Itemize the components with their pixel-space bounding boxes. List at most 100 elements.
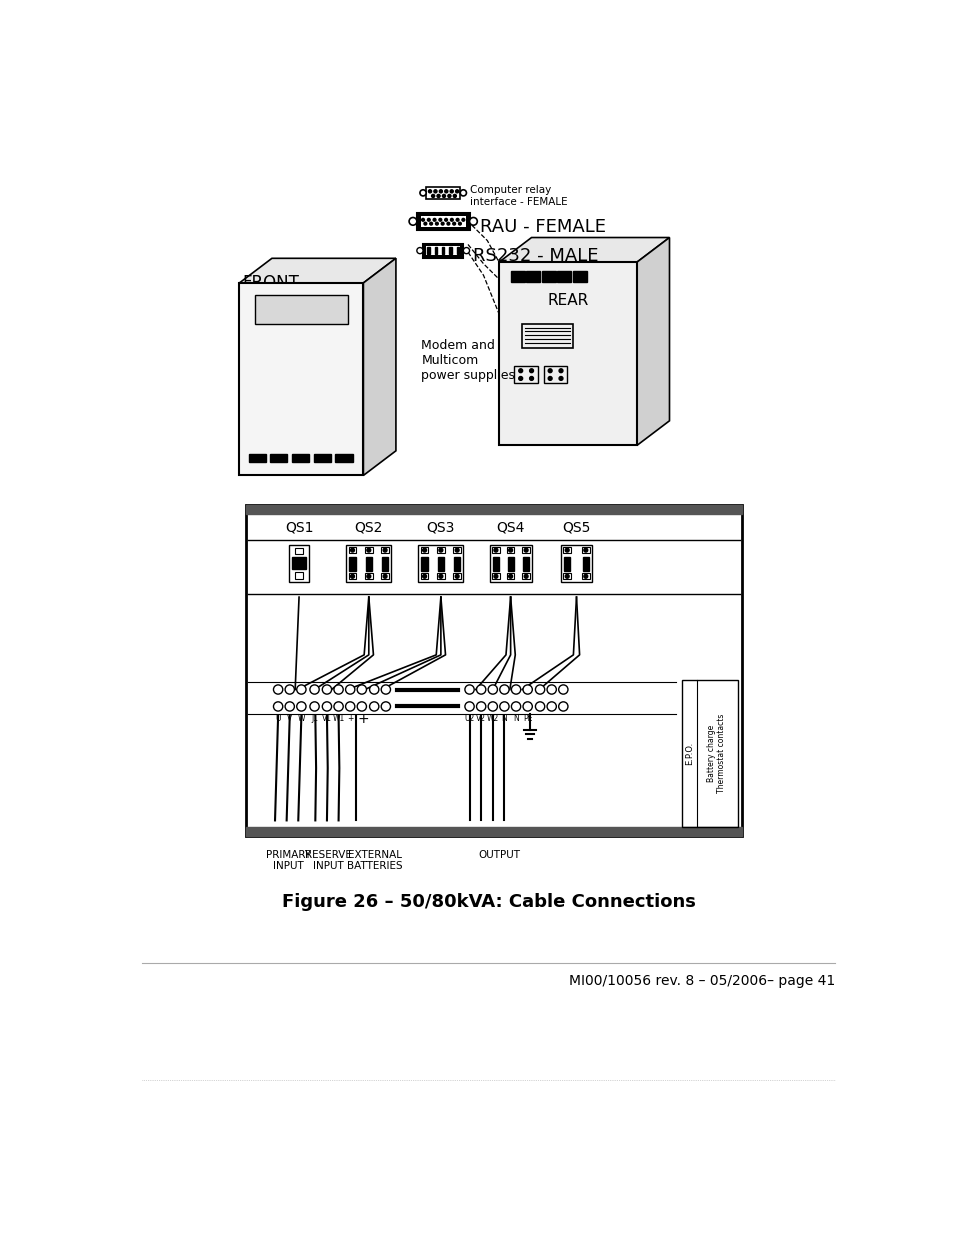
- Bar: [581, 547, 589, 553]
- Bar: [416, 212, 469, 230]
- Circle shape: [369, 685, 378, 694]
- Text: QS2: QS2: [355, 520, 382, 534]
- Circle shape: [296, 701, 306, 711]
- Bar: [292, 557, 306, 569]
- Circle shape: [438, 219, 441, 221]
- Bar: [422, 243, 463, 258]
- Bar: [420, 216, 465, 227]
- Circle shape: [558, 701, 567, 711]
- Bar: [435, 247, 436, 254]
- Bar: [453, 547, 460, 553]
- Circle shape: [423, 222, 426, 225]
- Circle shape: [565, 548, 569, 552]
- Bar: [289, 545, 309, 582]
- Bar: [506, 547, 514, 553]
- Text: PE: PE: [522, 714, 532, 724]
- Text: RESERVE
INPUT: RESERVE INPUT: [305, 850, 352, 871]
- Bar: [493, 557, 498, 571]
- Circle shape: [548, 377, 552, 380]
- Circle shape: [463, 247, 469, 253]
- Circle shape: [383, 574, 387, 578]
- Circle shape: [350, 574, 355, 578]
- Circle shape: [529, 369, 533, 373]
- Circle shape: [274, 685, 282, 694]
- Bar: [489, 545, 532, 582]
- Bar: [254, 294, 348, 324]
- Bar: [418, 545, 463, 582]
- Circle shape: [565, 574, 569, 578]
- Bar: [507, 557, 513, 571]
- Circle shape: [409, 217, 416, 225]
- Circle shape: [369, 701, 378, 711]
- Bar: [314, 454, 331, 462]
- Circle shape: [345, 701, 355, 711]
- Circle shape: [508, 548, 512, 552]
- Circle shape: [476, 701, 485, 711]
- Polygon shape: [637, 237, 669, 446]
- Text: QS5: QS5: [561, 520, 590, 534]
- Text: V1: V1: [321, 714, 332, 724]
- Circle shape: [494, 574, 497, 578]
- Bar: [441, 247, 444, 254]
- Polygon shape: [498, 237, 669, 262]
- Circle shape: [419, 190, 426, 196]
- Bar: [498, 262, 637, 446]
- Text: EXTERNAL
BATTERIES: EXTERNAL BATTERIES: [347, 850, 402, 871]
- Text: +: +: [347, 714, 353, 724]
- Circle shape: [429, 222, 432, 225]
- Circle shape: [518, 369, 522, 373]
- Bar: [562, 547, 571, 553]
- Bar: [521, 547, 530, 553]
- Bar: [426, 186, 459, 199]
- Circle shape: [583, 574, 587, 578]
- Circle shape: [310, 701, 319, 711]
- Text: V2: V2: [476, 714, 486, 724]
- Text: U2: U2: [464, 714, 475, 724]
- Bar: [510, 272, 524, 282]
- Circle shape: [455, 548, 458, 552]
- Text: QS3: QS3: [426, 520, 455, 534]
- Bar: [436, 573, 444, 579]
- Bar: [456, 247, 458, 254]
- Bar: [525, 272, 539, 282]
- Bar: [270, 454, 287, 462]
- Bar: [245, 826, 741, 836]
- Text: Battery charge
Thermostat contacts: Battery charge Thermostat contacts: [706, 714, 726, 793]
- Text: REAR: REAR: [547, 293, 588, 308]
- Bar: [582, 557, 588, 571]
- Circle shape: [416, 247, 422, 253]
- Circle shape: [334, 701, 343, 711]
- Circle shape: [455, 574, 458, 578]
- Bar: [426, 246, 459, 256]
- Circle shape: [488, 685, 497, 694]
- Circle shape: [444, 190, 447, 193]
- Bar: [427, 247, 429, 254]
- Circle shape: [356, 701, 366, 711]
- Text: FRONT: FRONT: [242, 274, 298, 291]
- Circle shape: [461, 219, 464, 221]
- Polygon shape: [363, 258, 395, 475]
- Bar: [522, 557, 529, 571]
- Bar: [492, 547, 499, 553]
- Circle shape: [334, 685, 343, 694]
- Bar: [454, 557, 459, 571]
- Circle shape: [274, 701, 282, 711]
- Bar: [292, 454, 309, 462]
- Bar: [514, 366, 537, 383]
- Bar: [348, 547, 356, 553]
- Text: W2: W2: [486, 714, 498, 724]
- Circle shape: [345, 685, 355, 694]
- Bar: [348, 573, 356, 579]
- Text: Modem and
Multicom
power supplies: Modem and Multicom power supplies: [421, 340, 515, 382]
- Circle shape: [438, 574, 442, 578]
- Bar: [436, 547, 444, 553]
- Bar: [492, 573, 499, 579]
- Circle shape: [523, 574, 528, 578]
- Text: Computer relay
interface - FEMALE: Computer relay interface - FEMALE: [469, 185, 567, 206]
- Circle shape: [456, 219, 458, 221]
- Circle shape: [367, 574, 371, 578]
- Circle shape: [431, 194, 435, 198]
- Circle shape: [453, 194, 456, 198]
- Circle shape: [499, 701, 509, 711]
- Text: RS232 - MALE: RS232 - MALE: [473, 247, 598, 266]
